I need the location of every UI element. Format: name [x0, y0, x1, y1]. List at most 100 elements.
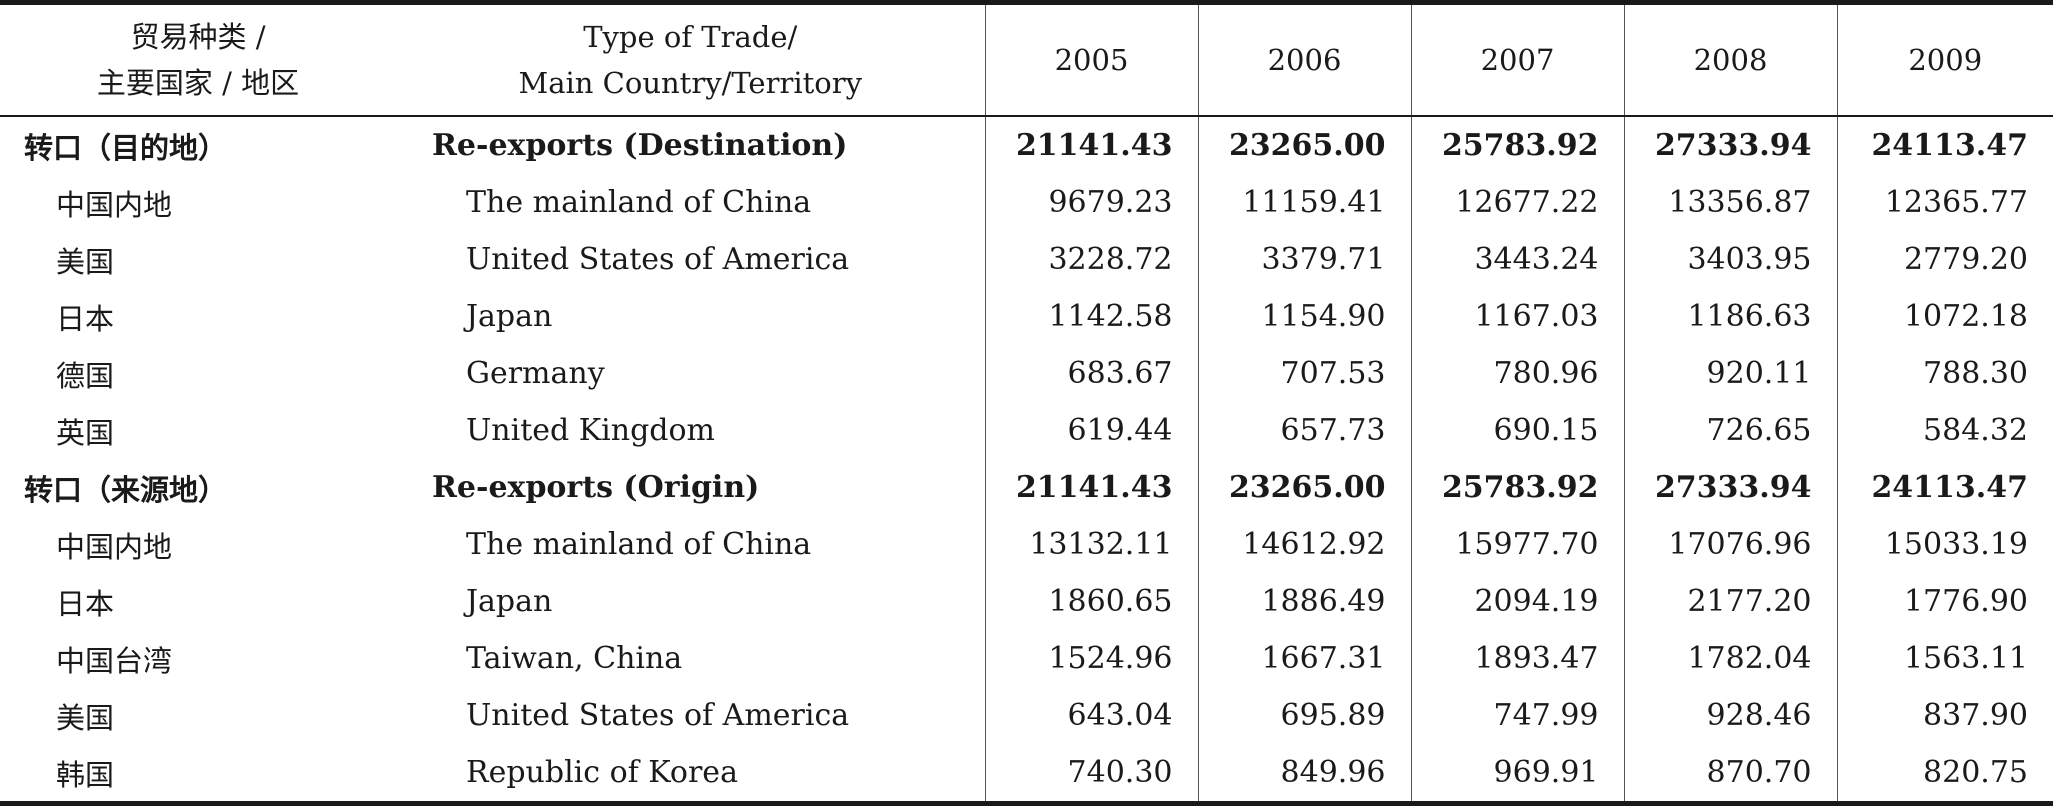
row-label-en: United States of America [466, 698, 850, 733]
table-row: 韩国 Republic of Korea 740.30 849.96 969.91 870… [0, 744, 2053, 804]
cell-value-2007: 1167.03 [1410, 288, 1624, 345]
cell-value-2009: 24113.47 [1836, 459, 2053, 516]
cell-value-2007: 747.99 [1410, 687, 1624, 744]
header-en-line1: Type of Trade/ [583, 20, 798, 54]
cell-value-2006: 849.96 [1197, 744, 1411, 804]
cell-value-2005: 619.44 [984, 402, 1198, 459]
header-cn-line1: 贸易种类 / [130, 20, 266, 54]
table-row: 日本 Japan 1860.65 1886.49 2094.19 2177.20 1776.… [0, 573, 2053, 630]
row-label-cn: 英国 [56, 415, 115, 450]
cell-value-2007: 969.91 [1410, 744, 1624, 804]
cell-value-2008: 27333.94 [1623, 116, 1837, 174]
cell-value-2008: 2177.20 [1623, 573, 1837, 630]
cell-value-2007: 12677.22 [1410, 174, 1624, 231]
cell-value-2005: 21141.43 [984, 459, 1198, 516]
row-label-cn: 中国内地 [56, 187, 173, 222]
cell-value-2006: 23265.00 [1197, 459, 1411, 516]
row-label-cn: 转口（目的地） [24, 130, 228, 165]
cell-value-2009: 788.30 [1836, 345, 2053, 402]
cell-value-2006: 657.73 [1197, 402, 1411, 459]
table-row: 美国 United States of America 643.04 695.89 74… [0, 687, 2053, 744]
cell-value-2009: 2779.20 [1836, 231, 2053, 288]
table-group-row: 转口（目的地） Re-exports (Destination) 21141.43 2… [0, 116, 2053, 174]
cell-value-2005: 9679.23 [984, 174, 1198, 231]
cell-value-2006: 707.53 [1197, 345, 1411, 402]
cell-value-2008: 1782.04 [1623, 630, 1837, 687]
cell-value-2007: 780.96 [1410, 345, 1624, 402]
cell-value-2008: 920.11 [1623, 345, 1837, 402]
table-row: 德国 Germany 683.67 707.53 780.96 920.11 788.30 [0, 345, 2053, 402]
row-label-cn: 美国 [56, 700, 115, 735]
row-label-en: Japan [466, 299, 553, 334]
cell-value-2005: 683.67 [984, 345, 1198, 402]
row-label-cn: 中国台湾 [56, 643, 173, 678]
cell-value-2007: 15977.70 [1410, 516, 1624, 573]
cell-value-2009: 15033.19 [1836, 516, 2053, 573]
table-row: 美国 United States of America 3228.72 3379.71… [0, 231, 2053, 288]
cell-value-2006: 23265.00 [1197, 116, 1411, 174]
row-label-en: The mainland of China [466, 185, 812, 220]
cell-value-2007: 2094.19 [1410, 573, 1624, 630]
table-row: 中国内地 The mainland of China 9679.23 11159.41… [0, 174, 2053, 231]
cell-value-2009: 12365.77 [1836, 174, 2053, 231]
row-label-cn: 韩国 [56, 757, 115, 792]
cell-value-2006: 14612.92 [1197, 516, 1411, 573]
header-en: Type of Trade/ Main Country/Territory [396, 2, 985, 117]
cell-value-2005: 740.30 [984, 744, 1198, 804]
row-label-cn: 转口（来源地） [24, 472, 228, 507]
table-header-row: 贸易种类 / 主要国家 / 地区 Type of Trade/ Main Cou… [0, 2, 2053, 117]
cell-value-2006: 11159.41 [1197, 174, 1411, 231]
header-year-2006: 2006 [1197, 2, 1411, 117]
cell-value-2009: 1563.11 [1836, 630, 2053, 687]
cell-value-2008: 1186.63 [1623, 288, 1837, 345]
cell-value-2007: 25783.92 [1410, 116, 1624, 174]
row-label-cn: 日本 [56, 301, 115, 336]
row-label-cn: 美国 [56, 244, 115, 279]
cell-value-2009: 1072.18 [1836, 288, 2053, 345]
table-row: 日本 Japan 1142.58 1154.90 1167.03 1186.63 1072.… [0, 288, 2053, 345]
header-year-2008: 2008 [1623, 2, 1837, 117]
cell-value-2007: 3443.24 [1410, 231, 1624, 288]
table-body: 转口（目的地） Re-exports (Destination) 21141.43 2… [0, 116, 2053, 804]
header-year-2007: 2007 [1410, 2, 1624, 117]
cell-value-2005: 13132.11 [984, 516, 1198, 573]
cell-value-2008: 3403.95 [1623, 231, 1837, 288]
cell-value-2008: 726.65 [1623, 402, 1837, 459]
cell-value-2006: 3379.71 [1197, 231, 1411, 288]
row-label-en: The mainland of China [466, 527, 812, 562]
cell-value-2009: 837.90 [1836, 687, 2053, 744]
cell-value-2005: 1142.58 [984, 288, 1198, 345]
cell-value-2008: 928.46 [1623, 687, 1837, 744]
cell-value-2005: 643.04 [984, 687, 1198, 744]
cell-value-2005: 1860.65 [984, 573, 1198, 630]
row-label-en: Japan [466, 584, 553, 619]
header-cn: 贸易种类 / 主要国家 / 地区 [0, 2, 396, 117]
row-label-en: Re-exports (Destination) [432, 128, 848, 163]
cell-value-2008: 17076.96 [1623, 516, 1837, 573]
header-cn-line2: 主要国家 / 地区 [96, 66, 300, 100]
row-label-en: Germany [466, 356, 605, 391]
cell-value-2009: 584.32 [1836, 402, 2053, 459]
table-group-row: 转口（来源地） Re-exports (Origin) 21141.43 23265.… [0, 459, 2053, 516]
table-row: 英国 United Kingdom 619.44 657.73 690.15 726.65… [0, 402, 2053, 459]
table-row: 中国内地 The mainland of China 13132.11 14612.9… [0, 516, 2053, 573]
row-label-cn: 中国内地 [56, 529, 173, 564]
header-year-2009: 2009 [1836, 2, 2053, 117]
cell-value-2009: 820.75 [1836, 744, 2053, 804]
cell-value-2007: 1893.47 [1410, 630, 1624, 687]
row-label-en: Republic of Korea [466, 755, 738, 790]
row-label-en: United States of America [466, 242, 850, 277]
cell-value-2008: 870.70 [1623, 744, 1837, 804]
cell-value-2006: 1667.31 [1197, 630, 1411, 687]
cell-value-2005: 21141.43 [984, 116, 1198, 174]
cell-value-2007: 690.15 [1410, 402, 1624, 459]
cell-value-2006: 1154.90 [1197, 288, 1411, 345]
cell-value-2009: 24113.47 [1836, 116, 2053, 174]
row-label-cn: 德国 [56, 358, 115, 393]
header-year-2005: 2005 [984, 2, 1198, 117]
cell-value-2007: 25783.92 [1410, 459, 1624, 516]
row-label-en: Re-exports (Origin) [432, 470, 760, 505]
row-label-cn: 日本 [56, 586, 115, 621]
